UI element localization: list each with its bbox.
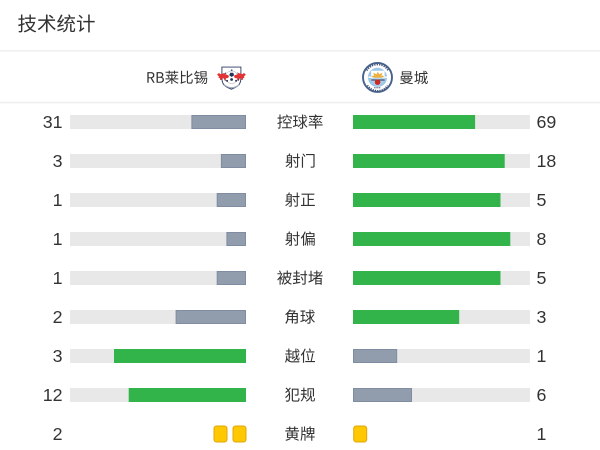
- svg-text:5: 5: [537, 190, 547, 210]
- svg-text:5: 5: [537, 268, 547, 288]
- svg-text:3: 3: [537, 307, 547, 327]
- svg-text:1: 1: [537, 424, 547, 444]
- svg-text:3: 3: [53, 346, 63, 366]
- svg-text:69: 69: [537, 112, 557, 132]
- svg-text:31: 31: [43, 112, 63, 132]
- svg-text:2: 2: [53, 307, 63, 327]
- svg-text:6: 6: [537, 385, 547, 405]
- svg-text:1: 1: [53, 268, 63, 288]
- svg-text:3: 3: [53, 151, 63, 171]
- svg-text:8: 8: [537, 229, 547, 249]
- svg-text:12: 12: [43, 385, 63, 405]
- svg-text:18: 18: [537, 151, 557, 171]
- svg-text:1: 1: [537, 346, 547, 366]
- svg-text:1: 1: [53, 190, 63, 210]
- svg-text:1: 1: [53, 229, 63, 249]
- svg-text:2: 2: [53, 424, 63, 444]
